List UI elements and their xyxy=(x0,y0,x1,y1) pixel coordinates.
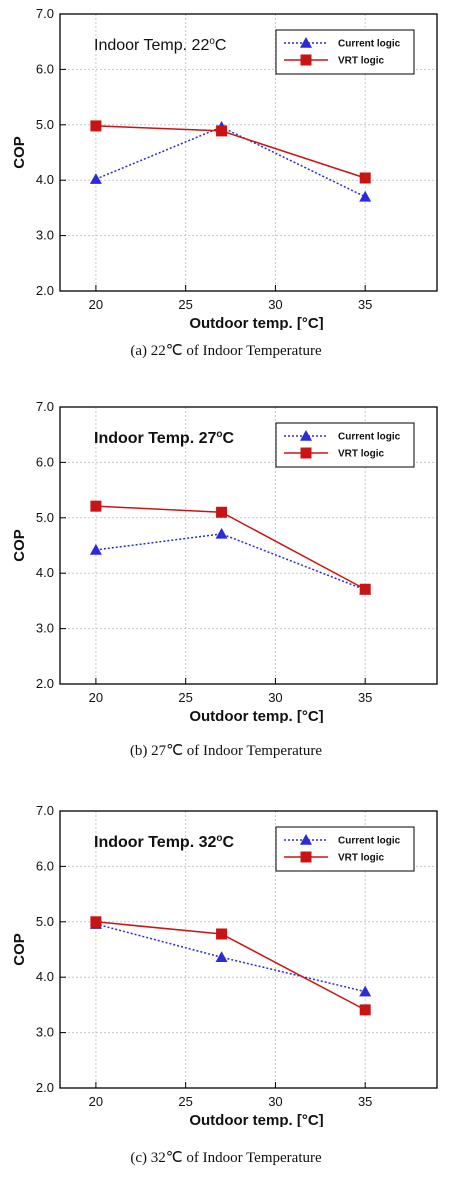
data-point-vrt-logic xyxy=(90,916,102,928)
legend-marker-triangle xyxy=(300,430,312,441)
x-axis-label: Outdoor temp. [°C] xyxy=(189,1112,323,1127)
plot-frame xyxy=(59,810,438,1089)
series-line-vrt-logic xyxy=(95,505,366,590)
legend-label: Current logic xyxy=(338,39,401,50)
y-tick-label: 7.0 xyxy=(36,803,54,818)
caption-a: (a) 22℃ of Indoor Temperature xyxy=(130,343,322,359)
legend-label: Current logic xyxy=(338,432,401,443)
chart-panel-c: 20 25 30 35 2.0 3.0 4.0 5.0 6.0 7.0 Outdoor temp. … xyxy=(0,797,452,1127)
series-line-current-logic xyxy=(95,126,366,198)
data-point-current-logic xyxy=(215,951,228,963)
chart-a: 20 25 30 35 2.0 3.0 4.0 5.0 6.0 7.0 Outdoor temp. … xyxy=(11,6,438,330)
caption-c: (c) 32℃ of Indoor Temperature xyxy=(130,1150,322,1166)
y-tick-label: 4.0 xyxy=(36,565,54,580)
chart-b: 20 25 30 35 2.0 3.0 4.0 5.0 6.0 7.0 Outdoor temp. … xyxy=(11,399,438,723)
x-tick-label: 30 xyxy=(268,1094,282,1109)
y-tick-label: 2.0 xyxy=(36,676,54,691)
legend-marker-square xyxy=(300,447,312,459)
y-tick-label: 6.0 xyxy=(36,858,54,873)
legend-label: VRT logic xyxy=(338,56,385,67)
y-tick-label: 3.0 xyxy=(36,228,54,243)
x-tick-label: 25 xyxy=(178,1094,192,1109)
legend-box xyxy=(275,826,415,872)
y-tick-label: 7.0 xyxy=(36,399,54,414)
x-tick-label: 35 xyxy=(358,690,372,705)
y-axis-label: COP xyxy=(11,136,28,169)
chart-panel-b: 20 25 30 35 2.0 3.0 4.0 5.0 6.0 7.0 Outdoor temp. … xyxy=(0,393,452,723)
plot-frame xyxy=(59,406,438,685)
caption-b: (b) 27℃ of Indoor Temperature xyxy=(129,743,323,759)
data-point-vrt-logic xyxy=(359,1004,371,1016)
data-point-current-logic xyxy=(215,527,228,539)
chart-title: Indoor Temp. 32oC xyxy=(94,833,235,851)
data-point-vrt-logic xyxy=(90,120,102,132)
series-line-current-logic xyxy=(95,533,366,591)
legend-marker-triangle xyxy=(300,37,312,48)
chart-title: Indoor Temp. 22oC xyxy=(94,36,226,54)
y-tick-label: 2.0 xyxy=(36,283,54,298)
data-point-vrt-logic xyxy=(90,500,102,512)
data-point-vrt-logic xyxy=(359,583,371,595)
y-tick-label: 3.0 xyxy=(36,1025,54,1040)
data-point-vrt-logic xyxy=(359,172,371,184)
x-tick-label: 25 xyxy=(178,297,192,312)
legend-label: VRT logic xyxy=(338,449,385,460)
y-tick-label: 4.0 xyxy=(36,969,54,984)
y-tick-label: 5.0 xyxy=(36,117,54,132)
data-point-vrt-logic xyxy=(216,506,228,518)
chart-title: Indoor Temp. 27oC xyxy=(94,429,235,447)
data-point-vrt-logic xyxy=(216,125,228,137)
x-tick-label: 30 xyxy=(268,690,282,705)
chart-panel-a: 20 25 30 35 2.0 3.0 4.0 5.0 6.0 7.0 Outdoor temp. … xyxy=(0,0,452,330)
y-tick-label: 2.0 xyxy=(36,1080,54,1095)
data-point-current-logic xyxy=(359,985,372,997)
series-line-vrt-logic xyxy=(95,125,366,179)
y-tick-label: 4.0 xyxy=(36,172,54,187)
x-tick-label: 20 xyxy=(89,1094,103,1109)
y-axis-label: COP xyxy=(11,933,28,966)
y-tick-label: 7.0 xyxy=(36,6,54,21)
y-tick-label: 5.0 xyxy=(36,510,54,525)
data-point-current-logic xyxy=(89,543,102,555)
y-tick-label: 5.0 xyxy=(36,914,54,929)
series-line-current-logic xyxy=(95,923,366,993)
data-point-current-logic xyxy=(359,190,372,202)
y-axis-label: COP xyxy=(11,529,28,562)
data-point-vrt-logic xyxy=(216,928,228,940)
legend-box xyxy=(275,29,415,75)
y-tick-label: 6.0 xyxy=(36,454,54,469)
legend-marker-square xyxy=(300,54,312,66)
legend-box xyxy=(275,422,415,468)
x-tick-label: 35 xyxy=(358,1094,372,1109)
x-tick-label: 35 xyxy=(358,297,372,312)
x-tick-label: 20 xyxy=(89,297,103,312)
plot-frame xyxy=(59,13,438,292)
x-tick-label: 25 xyxy=(178,690,192,705)
legend-label: Current logic xyxy=(338,836,401,847)
x-tick-label: 30 xyxy=(268,297,282,312)
legend-marker-triangle xyxy=(300,834,312,845)
x-axis-label: Outdoor temp. [°C] xyxy=(189,315,323,330)
y-tick-label: 6.0 xyxy=(36,61,54,76)
legend-label: VRT logic xyxy=(338,853,385,864)
x-tick-label: 20 xyxy=(89,690,103,705)
legend-marker-square xyxy=(300,851,312,863)
y-tick-label: 3.0 xyxy=(36,621,54,636)
data-point-current-logic xyxy=(89,173,102,184)
x-axis-label: Outdoor temp. [°C] xyxy=(189,708,323,723)
chart-c: 20 25 30 35 2.0 3.0 4.0 5.0 6.0 7.0 Outdoor temp. … xyxy=(11,803,438,1127)
